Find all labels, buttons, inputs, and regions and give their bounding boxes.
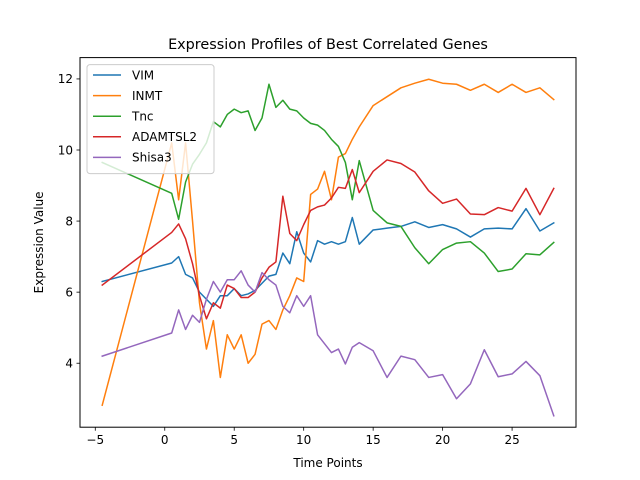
y-tick-label: 12 xyxy=(58,72,73,86)
x-tick-label: 15 xyxy=(366,433,381,447)
legend-label-adamtsl2: ADAMTSL2 xyxy=(132,130,197,144)
series-line-shisa3 xyxy=(101,270,555,417)
x-axis: −5 0 5 10 15 20 25 xyxy=(86,427,520,447)
x-axis-title: Time Points xyxy=(292,456,362,470)
chart-title: Expression Profiles of Best Correlated G… xyxy=(168,37,488,53)
y-axis-title: Expression Value xyxy=(32,191,46,293)
series-line-adamtsl2 xyxy=(101,159,555,320)
plot-frame xyxy=(79,57,577,428)
x-tick-label: 20 xyxy=(435,433,450,447)
x-tick-label: 10 xyxy=(296,433,311,447)
legend: VIM INMT Tnc ADAMTSL2 Shisa3 xyxy=(86,64,215,175)
legend-box xyxy=(86,64,215,175)
legend-label-tnc: Tnc xyxy=(131,110,154,124)
x-tick-label: −5 xyxy=(86,433,104,447)
y-tick-label: 4 xyxy=(65,357,73,371)
series-line-inmt xyxy=(101,78,555,407)
y-tick-label: 8 xyxy=(65,214,73,228)
y-axis: 4 6 8 10 12 xyxy=(58,72,80,371)
legend-label-shisa3: Shisa3 xyxy=(132,151,172,165)
x-tick-label: 25 xyxy=(504,433,519,447)
legend-label-inmt: INMT xyxy=(132,89,163,103)
x-tick-label: 5 xyxy=(230,433,238,447)
series-line-vim xyxy=(101,207,555,308)
legend-label-vim: VIM xyxy=(132,68,154,82)
x-tick-label: 0 xyxy=(161,433,169,447)
y-tick-label: 10 xyxy=(58,143,73,157)
y-tick-label: 6 xyxy=(65,285,73,299)
